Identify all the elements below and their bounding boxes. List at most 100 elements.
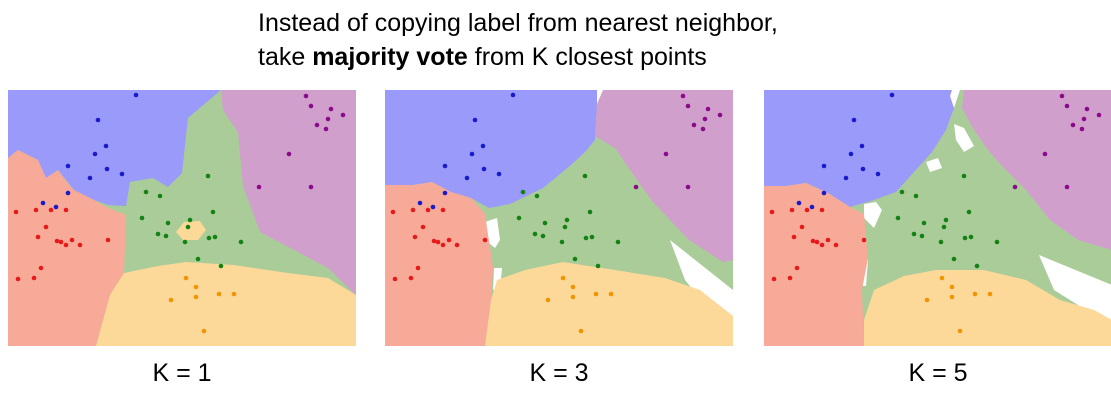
green-training-point <box>165 220 171 226</box>
blue-training-point <box>442 163 448 169</box>
orange-training-point <box>560 275 566 281</box>
unclassified-region <box>1039 255 1111 320</box>
green-training-point <box>587 209 593 215</box>
green-training-point <box>520 189 526 195</box>
green-training-point <box>968 234 974 240</box>
red-training-point <box>13 209 19 215</box>
k-label-1: K = 1 <box>152 359 212 387</box>
purple-region <box>962 90 1111 250</box>
red-training-point <box>15 276 21 282</box>
purple-training-point <box>705 106 711 112</box>
purple-training-point <box>1059 93 1065 99</box>
red-training-point <box>819 242 825 248</box>
green-training-point <box>155 231 161 237</box>
blue-training-point <box>472 117 478 123</box>
blue-training-point <box>510 92 516 98</box>
red-training-point <box>833 242 839 248</box>
green-training-point <box>205 173 211 179</box>
red-training-point <box>38 265 44 271</box>
blue-training-point <box>821 163 827 169</box>
red-training-point <box>435 239 441 245</box>
green-training-point <box>532 231 538 237</box>
orange-training-point <box>183 275 189 281</box>
purple-training-point <box>700 126 706 132</box>
purple-training-point <box>717 112 723 118</box>
slide-title: Instead of copying label from nearest ne… <box>258 6 778 74</box>
green-training-point <box>212 234 218 240</box>
purple-training-point <box>691 122 697 128</box>
orange-training-point <box>545 297 551 303</box>
orange-training-point <box>987 291 993 297</box>
orange-training-point <box>949 284 955 290</box>
green-training-point <box>966 209 972 215</box>
green-training-point <box>962 235 968 241</box>
blue-training-point <box>860 166 866 172</box>
blue-training-point <box>417 200 423 206</box>
red-region <box>8 150 126 346</box>
green-training-point <box>218 263 224 269</box>
red-training-point <box>482 237 488 243</box>
purple-training-point <box>303 93 309 99</box>
unclassified-region <box>950 90 960 108</box>
green-training-point <box>540 233 546 239</box>
purple-training-point <box>1084 106 1090 112</box>
unclassified-region <box>864 202 882 228</box>
blue-training-point <box>843 175 849 181</box>
green-training-point <box>961 173 967 179</box>
red-training-point <box>799 224 805 230</box>
green-training-point <box>238 239 244 245</box>
blue-training-point <box>889 92 895 98</box>
orange-training-point <box>924 297 930 303</box>
green-training-point <box>911 231 917 237</box>
purple-training-point <box>685 184 691 190</box>
red-region <box>764 183 868 346</box>
unclassified-region <box>926 158 942 172</box>
purple-training-point <box>323 126 329 132</box>
orange-training-point <box>201 328 207 334</box>
purple-training-point <box>1079 126 1085 132</box>
green-training-point <box>595 263 601 269</box>
green-training-point <box>943 217 949 223</box>
decision-boundary-plot-k3 <box>385 90 733 346</box>
red-training-point <box>63 242 69 248</box>
purple-training-point <box>663 151 669 157</box>
k-label-5: K = 5 <box>908 359 968 387</box>
green-training-point <box>919 233 925 239</box>
purple-training-point <box>314 122 320 128</box>
red-training-point <box>431 238 437 244</box>
green-training-point <box>182 239 188 245</box>
purple-region <box>221 90 356 295</box>
orange-region <box>485 262 733 346</box>
orange-training-point <box>193 294 199 300</box>
orange-region <box>176 221 206 240</box>
title-line-2-start: take <box>258 43 313 71</box>
red-training-point <box>425 207 431 213</box>
red-training-point <box>412 234 418 240</box>
blue-region <box>385 90 600 208</box>
orange-training-point <box>939 275 945 281</box>
blue-training-point <box>496 171 502 177</box>
red-training-point <box>35 234 41 240</box>
red-training-point <box>58 239 64 245</box>
red-training-point <box>794 265 800 271</box>
red-training-point <box>454 242 460 248</box>
red-training-point <box>771 276 777 282</box>
title-line-2-end: from K closest points <box>467 43 707 71</box>
red-training-point <box>789 207 795 213</box>
unclassified-region <box>597 90 603 104</box>
red-training-point <box>825 237 831 243</box>
red-training-point <box>861 237 867 243</box>
green-training-point <box>582 173 588 179</box>
red-training-point <box>392 276 398 282</box>
purple-training-point <box>286 151 292 157</box>
red-training-point <box>791 234 797 240</box>
purple-training-point <box>1064 103 1070 109</box>
purple-region <box>595 90 733 262</box>
green-training-point <box>195 256 201 262</box>
red-training-point <box>77 242 83 248</box>
blue-training-point <box>65 163 71 169</box>
red-region <box>385 182 493 346</box>
orange-training-point <box>168 297 174 303</box>
purple-training-point <box>308 184 314 190</box>
green-training-point <box>583 235 589 241</box>
